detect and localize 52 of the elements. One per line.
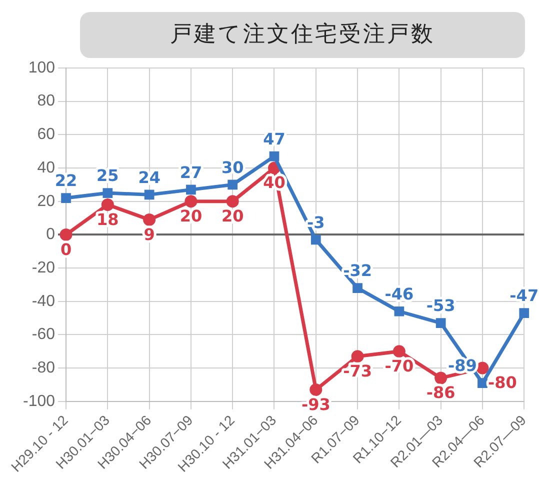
y-tick-label: -80 xyxy=(32,359,56,376)
point xyxy=(434,372,448,384)
point xyxy=(269,151,280,162)
data-label: 20 xyxy=(221,206,244,226)
point xyxy=(102,188,113,198)
data-label: -53 xyxy=(426,296,456,316)
data-label: 0 xyxy=(60,240,72,259)
data-label: 25 xyxy=(96,166,119,186)
point xyxy=(352,283,362,293)
point xyxy=(101,198,114,211)
y-tick-label: 100 xyxy=(28,59,56,76)
point xyxy=(186,184,196,195)
data-label: 24 xyxy=(138,168,160,187)
y-tick-label: -40 xyxy=(32,292,56,310)
data-label: -73 xyxy=(343,362,372,381)
data-label: -86 xyxy=(426,383,456,402)
point xyxy=(519,308,530,318)
point xyxy=(351,350,364,363)
data-label: -80 xyxy=(488,373,517,392)
data-label: 20 xyxy=(180,206,202,226)
point xyxy=(228,180,238,190)
data-label: 18 xyxy=(96,210,119,229)
point xyxy=(61,193,71,203)
data-label: 30 xyxy=(221,158,244,177)
y-tick-label: 80 xyxy=(37,92,56,110)
point xyxy=(394,306,404,316)
y-tick-label: -100 xyxy=(22,392,56,410)
y-tick-label: 20 xyxy=(37,192,56,210)
point xyxy=(144,190,154,200)
data-label: 47 xyxy=(263,130,286,149)
point xyxy=(184,195,198,208)
data-label: 22 xyxy=(54,171,78,190)
data-label: -47 xyxy=(510,286,539,306)
data-label: -32 xyxy=(343,261,372,280)
point xyxy=(310,234,321,245)
point xyxy=(478,378,488,388)
y-tick-label: -20 xyxy=(32,259,56,276)
point xyxy=(310,383,322,396)
data-label: 27 xyxy=(180,162,202,182)
y-tick-label: 0 xyxy=(46,226,56,244)
y-tick-label: 60 xyxy=(37,126,56,144)
y-tick-label: 40 xyxy=(37,159,56,176)
point xyxy=(392,345,406,358)
chart-title: 戸建て注文住宅受注戸数 xyxy=(80,12,525,58)
data-label: -70 xyxy=(384,356,414,376)
data-label: -93 xyxy=(301,394,330,414)
point xyxy=(476,362,489,374)
point xyxy=(143,213,156,226)
y-tick-label: -60 xyxy=(32,326,56,344)
point xyxy=(436,318,446,328)
data-label: -46 xyxy=(384,284,414,304)
point xyxy=(226,195,239,208)
